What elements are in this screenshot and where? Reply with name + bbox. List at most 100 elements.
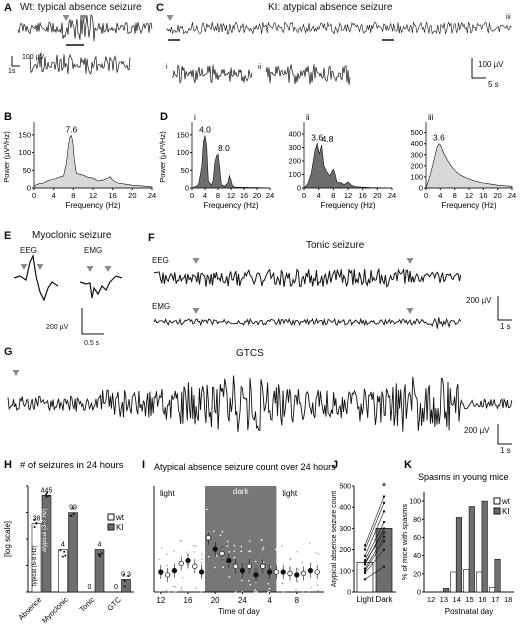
legend-label-wt: wt [501,497,511,506]
data-point [47,494,50,497]
data-point [267,591,270,593]
paired-line [364,511,385,557]
y-tick-label: 150 [18,130,31,139]
panel-a-title: Wt: typical absence seizure [20,2,142,13]
data-point [61,555,64,558]
mean-marker [171,567,178,574]
x-tick-label: 8 [453,191,457,200]
data-point [192,544,195,547]
data-point [35,522,38,525]
y-tick-label: 300 [410,150,423,159]
y-axis-label: % of mice with spasms [400,504,409,581]
data-point [256,591,258,593]
x-tick-label: 12 [156,596,165,605]
y-tick-label: 0 [419,184,423,193]
data-point [382,501,386,505]
y-tick-label: 200 [288,157,301,166]
scale-bar-e [81,308,104,335]
x-tick-label: 4 [267,596,272,605]
power-spectrum-area [303,142,393,189]
data-point [207,555,210,558]
panel-letter: D [160,111,168,123]
data-point [308,542,311,544]
x-axis-label: Frequency (Hz) [320,201,375,210]
tonic-arrow [406,258,414,264]
data-point [172,591,175,593]
panel-c-mark-i: i [166,64,168,71]
category-label: Dark [376,595,394,604]
bar-KI [455,517,463,593]
data-point [249,550,251,553]
y-axis-label: Power (µV²/Hz) [158,131,167,183]
data-point [297,568,299,570]
data-point [363,554,367,558]
panel-letter: H [4,459,12,471]
x-tick-label: 20 [128,191,136,200]
data-point [166,564,168,567]
mean-marker [266,569,273,575]
mean-marker [300,570,307,577]
data-point [276,588,279,590]
data-point [33,526,36,529]
eeg-zoom-trace-i [171,64,253,85]
data-point [382,548,386,551]
data-point [363,578,367,581]
panel-g-trace [7,370,513,445]
data-point [71,507,74,510]
data-point [254,591,256,593]
data-point [180,540,183,542]
x-tick-label: 24 [148,191,156,200]
panel-k-chart: K Spasms in young mice 0 20 40 60 80 100% of mi… [400,459,514,616]
data-point [277,582,279,584]
paired-line [364,502,385,550]
category-label: Light [356,595,374,604]
data-point [382,520,386,524]
mean-marker [178,560,184,567]
panel-c-title: KI: atypical absence seizure [268,2,393,13]
mean-marker [212,546,218,552]
panel-b-chart: B 0 4 8 12 16 20 24 0 50 100 150 Frequency (Hz) Power… [2,111,156,210]
panel-e-scale-v: 200 µV [46,324,69,331]
x-tick-label: 0 [302,191,306,200]
panel-e-emg-label: EMG [84,246,103,255]
y-tick-label: 0 [27,184,31,193]
mean-marker [192,563,198,569]
x-tick-label: 20 [253,191,261,200]
x-tick-label: 14 [453,595,461,604]
x-tick-label: 16 [358,191,366,200]
paired-line [364,566,385,580]
mean-marker [246,563,252,569]
panel-f-letter: F [148,232,155,244]
panel-f-eeg-label: EEG [152,256,169,265]
data-point [281,545,283,547]
x-tick-label: 12 [427,595,435,604]
data-point [44,493,47,496]
x-axis-label: Frequency (Hz) [203,201,258,210]
data-point [363,567,367,570]
panel-letter: K [404,459,412,471]
tonic-arrow [192,308,200,314]
y-tick-label: 100 [409,499,421,506]
data-point [70,514,73,517]
data-point [228,576,231,578]
mean-marker [307,567,314,574]
bar-wt [450,571,457,593]
data-point [382,565,386,568]
mean-marker [198,569,205,575]
paired-line [364,532,385,563]
x-tick-label: 12 [227,191,235,200]
category-label: GTC [105,595,123,613]
paired-line [364,536,385,569]
x-tick-label: 0 [32,191,36,200]
scale-bar-g [497,424,512,445]
panel-diii-chart: iii 0 4 8 12 16 20 24 0 100 200 300 400 500 Frequency … [410,113,516,210]
x-tick-label: 16 [478,595,486,604]
x-tick-label: 8 [216,191,220,200]
eeg-zoom-trace-a [29,52,131,75]
y-tick-label: 100 [288,170,301,179]
data-point [173,550,175,552]
chart-title: Atypical absence seizure count over 24 h… [154,462,336,472]
panel-c-scale-t: 5 s [488,80,499,89]
x-tick-label: 20 [493,191,501,200]
panel-e-scale-t: 0.5 s [84,340,100,347]
